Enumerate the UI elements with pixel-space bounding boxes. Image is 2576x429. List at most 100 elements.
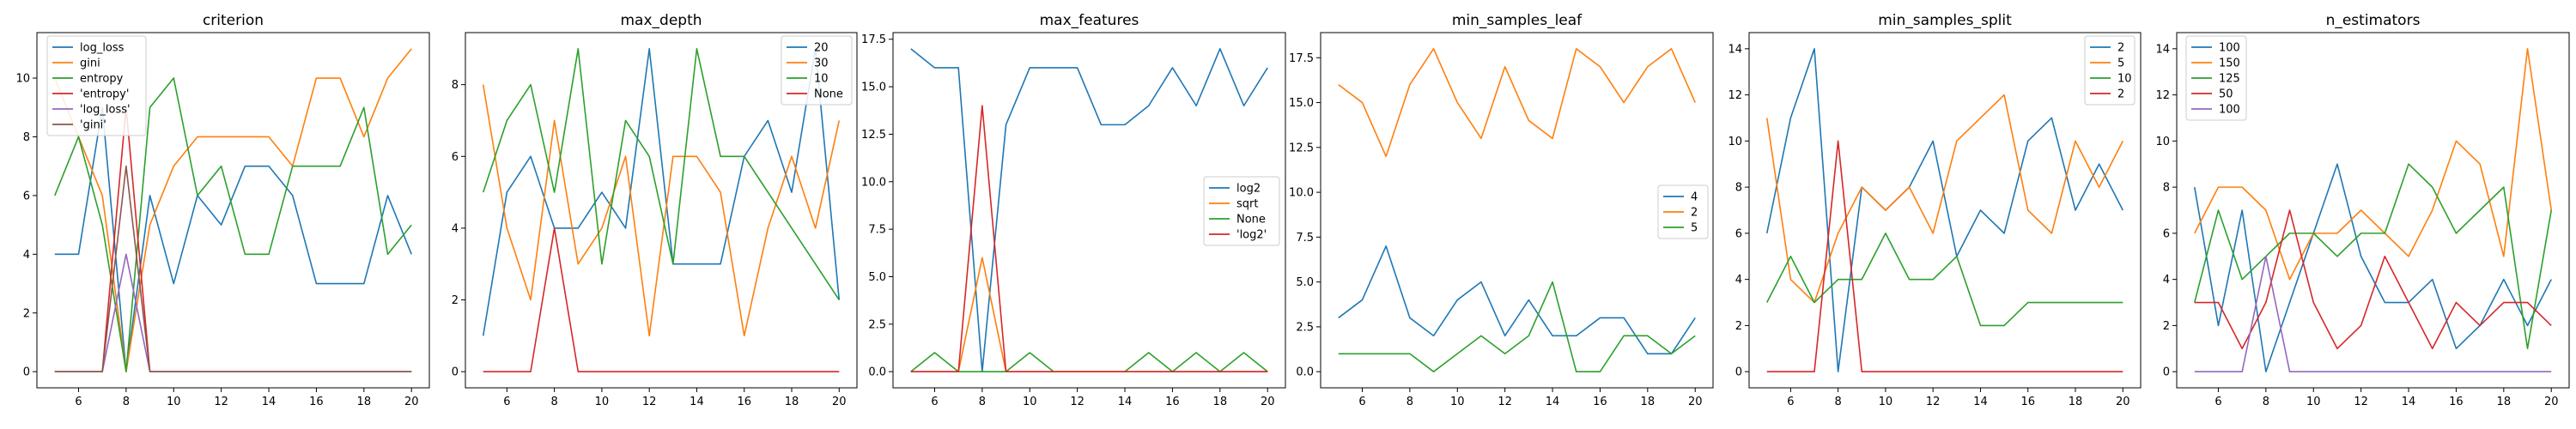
chart-5-xtick-label: 16	[2449, 396, 2464, 408]
chart-5-legend-label: 50	[2219, 88, 2233, 101]
chart-4-legend-label: 10	[2117, 73, 2132, 86]
chart-0-xtick-label: 20	[404, 396, 419, 408]
chart-4-ytick-label: 14	[1728, 43, 1742, 56]
chart-0-legend-box	[46, 35, 147, 136]
chart-5-legend-label: 100	[2219, 104, 2240, 117]
chart-3-legend-label: 4	[1691, 191, 1698, 204]
chart-5-panel: n_estimators 6 8 10 12 14 16 18 20 0 2 4 6 8 10 12 14 100…	[2155, 12, 2570, 408]
chart-2-series-0-line	[910, 48, 1268, 372]
chart-0-ytick-label: 4	[23, 249, 30, 262]
chart-1-series-1-line	[482, 84, 841, 337]
chart-5-series-4-line	[2194, 255, 2552, 372]
chart-4-series-3-line	[1766, 140, 2123, 372]
chart-4-xtick-label: 10	[1879, 396, 1893, 408]
chart-3-xtick-label: 10	[1450, 396, 1465, 408]
chart-0-legend-label: log_loss	[80, 42, 125, 55]
chart-2-xtick-label: 6	[931, 396, 938, 408]
chart-0-xtick-label: 18	[357, 396, 372, 408]
chart-0-legend-label: 'entropy'	[80, 88, 129, 101]
chart-5-ytick-label: 8	[2163, 182, 2170, 195]
chart-1-ytick-label: 8	[452, 79, 459, 92]
chart-1-ytick-label: 2	[452, 294, 459, 307]
chart-4-xtick-label: 16	[2020, 396, 2035, 408]
chart-3-xtick-label: 18	[1641, 396, 1656, 408]
chart-2-ytick-label: 7.5	[868, 224, 886, 237]
chart-4-axes-frame	[1748, 32, 2142, 389]
chart-0-legend-label: gini	[80, 57, 100, 70]
chart-3-ytick-label: 5.0	[1296, 276, 1314, 289]
chart-5-axes-frame	[2176, 32, 2570, 389]
chart-0-xtick-label: 12	[214, 396, 228, 408]
chart-5-legend-label: 150	[2219, 57, 2240, 70]
chart-2-legend-label: 'log2'	[1236, 229, 1267, 242]
chart-0-legend-label: 'gini'	[80, 119, 106, 132]
chart-3-xtick-label: 20	[1688, 396, 1703, 408]
chart-4-ytick-label: 12	[1728, 89, 1742, 102]
chart-0-series-2-line	[54, 77, 412, 372]
chart-5-xtick-label: 8	[2263, 396, 2269, 408]
chart-1-panel: max_depth 6 8 10 12 14 16 18 20 0 2 4 6 8 20 30 10 None	[452, 12, 858, 408]
chart-4-legend-label: 5	[2117, 57, 2124, 70]
chart-1-xtick-label: 20	[832, 396, 847, 408]
chart-5-series-3-line	[2194, 209, 2552, 350]
chart-2-ytick-label: 12.5	[861, 129, 886, 142]
chart-4-xtick-label: 20	[2116, 396, 2130, 408]
chart-4-xtick-label: 6	[1787, 396, 1794, 408]
chart-5-xtick-label: 20	[2544, 396, 2559, 408]
chart-0-legend-label: 'log_loss'	[80, 104, 131, 117]
chart-4-title: min_samples_split	[1878, 12, 2012, 29]
chart-1-title: max_depth	[620, 12, 702, 29]
chart-2-legend-label: sqrt	[1236, 198, 1258, 211]
chart-1-xtick-label: 8	[550, 396, 557, 408]
chart-4-series-0-line	[1765, 48, 2123, 372]
chart-0-xtick-label: 10	[167, 396, 181, 408]
chart-1-legend-label: 30	[814, 57, 829, 70]
chart-4-ytick-label: 6	[1735, 227, 1742, 240]
chart-5-title: n_estimators	[2326, 12, 2421, 29]
chart-0-ytick-label: 2	[23, 307, 30, 320]
chart-3-series-0-line	[1338, 245, 1696, 355]
chart-0-axes-frame	[36, 32, 430, 389]
chart-4-series-1-line	[1765, 94, 2123, 304]
chart-3-legend-label: 2	[1691, 207, 1698, 220]
chart-5-legend-box	[2185, 35, 2247, 121]
chart-4-legend-label: 2	[2117, 88, 2124, 101]
chart-5-ytick-label: 0	[2163, 366, 2170, 379]
chart-1-xtick-label: 18	[785, 396, 799, 408]
chart-1-xtick-label: 6	[503, 396, 510, 408]
chart-2-xtick-label: 20	[1261, 396, 1275, 408]
chart-2-xtick-label: 18	[1213, 396, 1228, 408]
chart-2-ytick-label: 10.0	[861, 176, 886, 189]
chart-5-xtick-label: 14	[2402, 396, 2416, 408]
chart-5-ytick-label: 10	[2155, 136, 2170, 148]
chart-5-series-0-line	[2193, 163, 2552, 372]
chart-5-legend-label: 100	[2219, 42, 2240, 55]
chart-4-panel: min_samples_split 6 8 10 12 14 16 18 20 0 2 4 6 8 10 12…	[1728, 12, 2142, 408]
chart-4-series-2-line	[1766, 233, 2123, 327]
chart-5-ytick-label: 14	[2155, 43, 2170, 56]
chart-4-ytick-label: 8	[1735, 182, 1742, 195]
chart-4-legend-label: 2	[2117, 42, 2124, 55]
chart-0-series-5-line	[54, 165, 412, 372]
chart-1-legend-label: None	[814, 88, 843, 101]
chart-4-legend-box	[2084, 35, 2136, 106]
chart-0-title: criterion	[203, 12, 264, 29]
chart-0-legend-label: entropy	[80, 73, 124, 86]
chart-1-ytick-label: 6	[452, 151, 459, 164]
chart-0-xtick-label: 14	[262, 396, 276, 408]
chart-2-xtick-label: 16	[1165, 396, 1180, 408]
chart-3-series-1-line	[1338, 48, 1696, 158]
chart-1-series-3-line	[483, 227, 840, 372]
chart-5-xtick-label: 10	[2306, 396, 2321, 408]
chart-4-xtick-label: 18	[2069, 396, 2083, 408]
chart-5-series-2-line	[2193, 163, 2553, 350]
chart-2-axes-frame	[892, 32, 1286, 389]
chart-3-series-2-line	[1338, 281, 1696, 372]
chart-2-ytick-label: 15.0	[861, 82, 886, 94]
chart-2-ytick-label: 17.5	[861, 33, 886, 46]
chart-4-xtick-label: 8	[1834, 396, 1841, 408]
chart-3-panel: min_samples_leaf 6 8 10 12 14 16 18 20 0.0 2.5 5.0 7…	[1289, 12, 1714, 408]
chart-5-xtick-label: 18	[2497, 396, 2512, 408]
chart-0-xtick-label: 6	[75, 396, 82, 408]
